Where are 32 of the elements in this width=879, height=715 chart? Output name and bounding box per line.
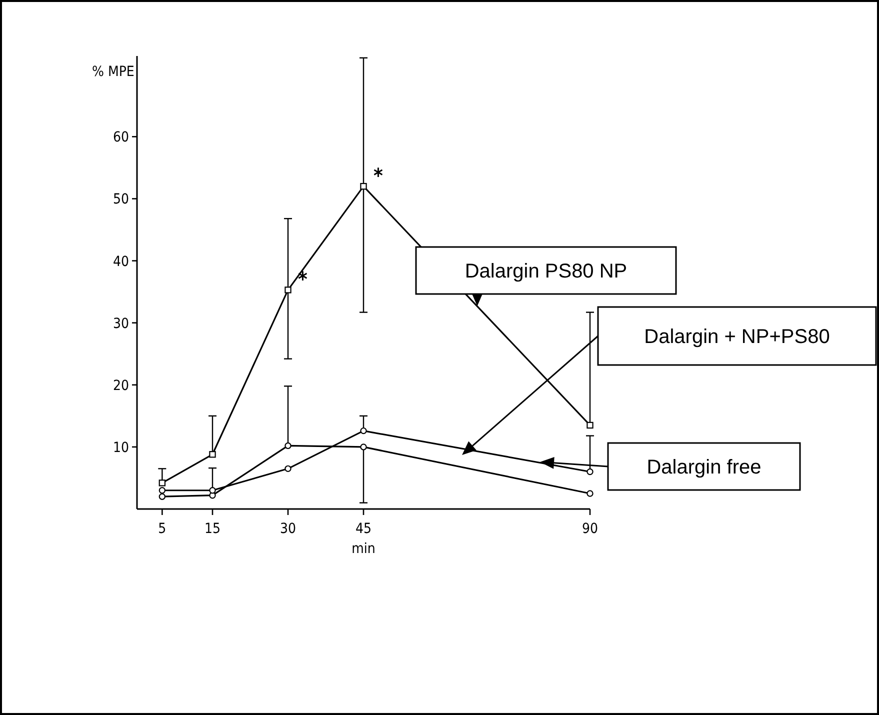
x-tick-label: 30 — [280, 521, 296, 537]
point — [360, 444, 367, 450]
y-tick-label: 20 — [112, 378, 129, 394]
point — [586, 468, 594, 476]
point — [360, 427, 367, 434]
annotation: Dalargin PS80 NP — [464, 260, 628, 282]
point — [284, 465, 292, 472]
point — [158, 480, 166, 486]
point — [158, 493, 166, 500]
y-tick-label: 10 — [112, 440, 129, 456]
point — [284, 442, 292, 450]
y-tick-label: 50 — [112, 192, 129, 208]
point — [209, 487, 216, 494]
point — [360, 182, 367, 190]
x-tick-label: 45 — [355, 521, 372, 537]
y-axis-title: % MPE — [92, 64, 134, 80]
y-tick-label: 30 — [112, 316, 129, 332]
annotation: * — [374, 163, 384, 188]
point — [284, 286, 292, 294]
x-axis-title: min — [352, 541, 376, 557]
y-tick-label: 40 — [112, 254, 129, 270]
point — [209, 451, 216, 458]
y-tick-label: 60 — [112, 130, 129, 146]
point — [586, 422, 594, 429]
x-tick-label: 90 — [582, 521, 598, 537]
annotation: * — [298, 266, 308, 291]
point — [158, 487, 166, 494]
point — [586, 490, 594, 497]
text: Dalargin free — [646, 456, 762, 478]
x-tick-label: 5 — [158, 521, 166, 537]
x-tick-label: 15 — [204, 521, 221, 537]
text: Dalargin + NP+PS80 — [644, 326, 830, 348]
